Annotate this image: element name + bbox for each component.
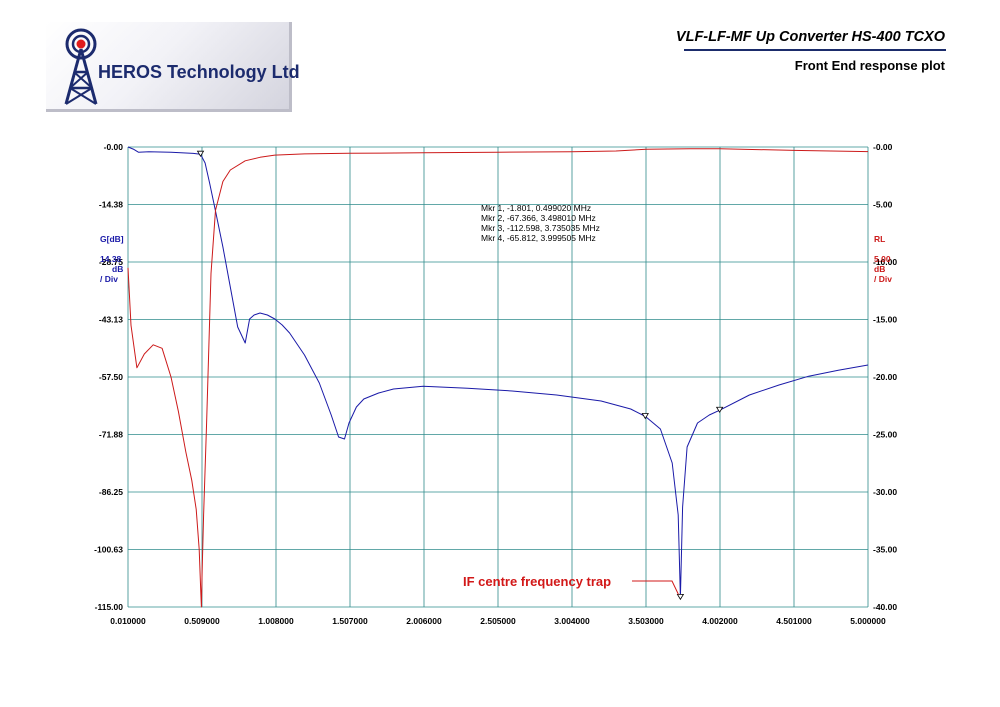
right-axis-unit: dB xyxy=(874,264,886,274)
document-title: VLF-LF-MF Up Converter HS-400 TCXO xyxy=(675,29,945,45)
y-right-tick-label: -25.00 xyxy=(873,430,897,440)
marker-readout-4: Mkr 4, -65.812, 3.999505 MHz xyxy=(481,233,596,243)
x-tick-label: 3.004000 xyxy=(554,616,590,626)
left-axis-title: G[dB] xyxy=(100,234,124,244)
x-tick-label: 2.006000 xyxy=(406,616,442,626)
y-left-tick-label: -43.13 xyxy=(99,315,123,325)
x-tick-label: 5.000000 xyxy=(850,616,886,626)
y-right-tick-label: -5.00 xyxy=(873,200,893,210)
if-trap-annotation: IF centre frequency trap xyxy=(463,574,612,589)
x-tick-label: 4.501000 xyxy=(776,616,812,626)
left-axis-scale: 14.38 xyxy=(100,254,122,264)
marker-readout-1: Mkr 1, -1.801, 0.499020 MHz xyxy=(481,203,592,213)
company-logo: HEROS Technology Ltd xyxy=(46,22,300,112)
x-tick-label: 2.505000 xyxy=(480,616,516,626)
gain-series-line xyxy=(127,146,869,598)
y-right-tick-label: -35.00 xyxy=(873,545,897,555)
y-left-tick-label: -28.75 xyxy=(99,257,123,267)
y-left-tick-label: -100.63 xyxy=(94,545,123,555)
y-left-tick-label: -86.25 xyxy=(99,487,123,497)
radio-tower-icon xyxy=(64,28,98,105)
right-axis-title: RL xyxy=(874,234,886,244)
y-left-tick-label: -0.00 xyxy=(104,142,124,152)
y-right-tick-label: -0.00 xyxy=(873,142,893,152)
marker-triangle xyxy=(676,593,685,601)
company-name: HEROS Technology Ltd xyxy=(98,62,300,82)
y-left-tick-label: -14.38 xyxy=(99,200,123,210)
y-right-tick-label: -20.00 xyxy=(873,372,897,382)
right-axis-scale: 5.00 xyxy=(874,254,891,264)
marker-triangle xyxy=(715,406,724,414)
y-right-tick-label: -15.00 xyxy=(873,315,897,325)
x-tick-label: 1.507000 xyxy=(332,616,368,626)
y-right-tick-label: -40.00 xyxy=(873,602,897,612)
marker-triangle xyxy=(196,150,205,157)
x-tick-label: 4.002000 xyxy=(702,616,738,626)
x-tick-label: 1.008000 xyxy=(258,616,294,626)
marker-triangle xyxy=(641,413,649,420)
left-axis-per-div: / Div xyxy=(100,274,118,284)
y-right-tick-label: -30.00 xyxy=(873,487,897,497)
y-left-tick-label: -57.50 xyxy=(99,372,123,382)
x-tick-label: 0.509000 xyxy=(184,616,220,626)
y-left-tick-label: -115.00 xyxy=(95,602,124,612)
marker-readout-2: Mkr 2, -67.366, 3.498010 MHz xyxy=(481,213,596,223)
trap-leader-line xyxy=(632,580,679,595)
marker-readout-3: Mkr 3, -112.598, 3.735035 MHz xyxy=(481,223,600,233)
title-underline xyxy=(684,49,946,51)
y-right-tick-label: -10.00 xyxy=(873,257,897,267)
y-left-tick-label: -71.88 xyxy=(99,430,123,440)
x-tick-label: 3.503000 xyxy=(628,616,664,626)
left-axis-unit: dB xyxy=(112,264,124,274)
x-tick-label: 0.010000 xyxy=(110,616,146,626)
right-axis-per-div: / Div xyxy=(874,274,892,284)
document-subtitle: Front End response plot xyxy=(794,58,945,73)
return-loss-series-line xyxy=(127,148,869,608)
